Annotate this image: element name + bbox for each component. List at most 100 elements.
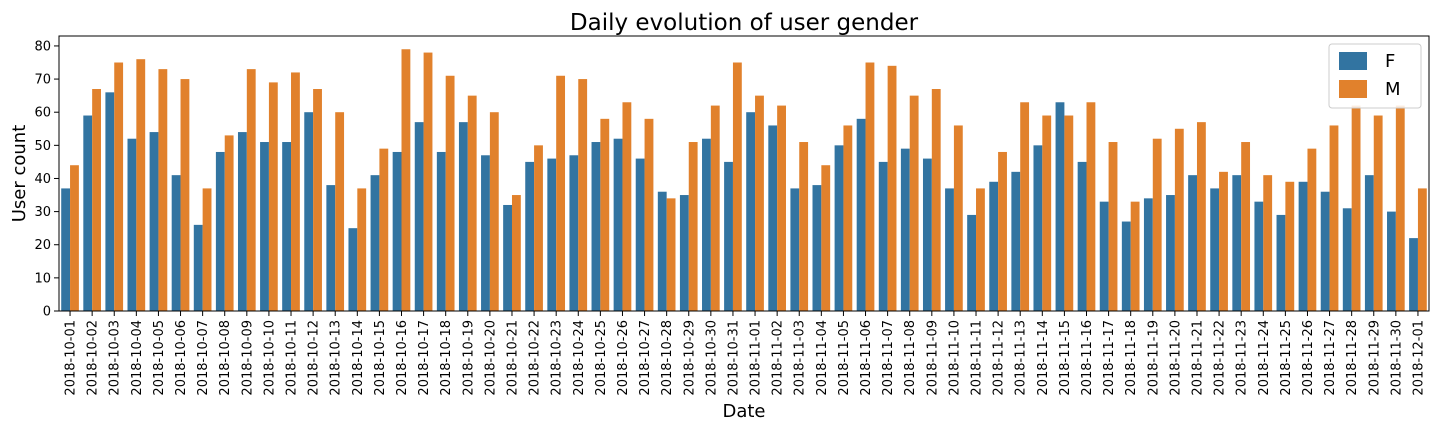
x-tick-label: 2018-10-10: [262, 320, 277, 396]
x-tick-label: 2018-11-27: [1323, 320, 1338, 396]
x-tick-label: 2018-11-20: [1168, 320, 1183, 396]
x-tick-label: 2018-11-01: [749, 320, 764, 396]
bar-M-2018-11-03: [799, 142, 809, 311]
bar-M-2018-11-30: [1395, 105, 1405, 311]
bar-M-2018-10-28: [666, 198, 676, 311]
bar-M-2018-10-25: [600, 118, 610, 311]
bar-F-2018-11-13: [1011, 171, 1021, 311]
bars-group: [61, 49, 1427, 312]
x-tick-label: 2018-11-02: [771, 320, 786, 396]
bar-F-2018-11-29: [1364, 175, 1374, 311]
bar-M-2018-11-15: [1064, 115, 1074, 312]
bar-M-2018-11-22: [1219, 171, 1228, 311]
bar-F-2018-11-03: [790, 188, 800, 311]
bar-M-2018-11-17: [1108, 142, 1118, 311]
bar-M-2018-11-16: [1086, 102, 1096, 312]
bar-M-2018-10-15: [379, 148, 389, 311]
bar-F-2018-11-21: [1188, 175, 1197, 311]
legend-label-F: F: [1385, 51, 1395, 72]
x-tick-label: 2018-11-07: [881, 320, 896, 396]
x-tick-label: 2018-11-08: [903, 320, 918, 396]
bar-M-2018-10-24: [578, 79, 588, 311]
bar-M-2018-11-13: [1020, 102, 1030, 312]
bar-F-2018-10-24: [569, 155, 579, 311]
x-tick-label: 2018-10-28: [660, 320, 675, 396]
bar-M-2018-11-27: [1329, 125, 1339, 312]
x-tick-label: 2018-10-29: [682, 320, 697, 396]
bar-M-2018-10-14: [357, 188, 367, 311]
bar-F-2018-11-08: [900, 148, 910, 311]
bar-M-2018-10-05: [158, 69, 168, 311]
bar-F-2018-11-20: [1166, 195, 1175, 311]
x-tick-label: 2018-10-31: [726, 320, 741, 396]
bar-F-2018-11-17: [1099, 201, 1109, 311]
bar-M-2018-11-28: [1351, 105, 1361, 311]
x-tick-label: 2018-10-25: [594, 320, 609, 396]
bar-M-2018-10-02: [92, 89, 101, 311]
bar-M-2018-11-04: [821, 165, 831, 311]
x-tick-label: 2018-10-17: [417, 320, 432, 396]
bar-F-2018-10-18: [436, 151, 446, 311]
x-tick-label: 2018-11-11: [970, 320, 985, 396]
x-tick-label: 2018-11-12: [992, 320, 1007, 396]
bar-F-2018-11-07: [878, 161, 888, 311]
bar-M-2018-11-02: [777, 105, 786, 311]
legend-label-M: M: [1385, 79, 1401, 100]
bar-M-2018-10-16: [401, 49, 411, 311]
bar-F-2018-10-26: [613, 138, 623, 311]
bar-M-2018-10-29: [688, 142, 698, 311]
x-tick-label: 2018-11-15: [1058, 320, 1073, 396]
bar-M-2018-11-14: [1042, 115, 1052, 312]
bar-F-2018-10-16: [392, 151, 402, 311]
x-tick-label: 2018-10-23: [550, 320, 565, 396]
bar-F-2018-10-25: [591, 142, 601, 311]
bar-M-2018-11-10: [953, 125, 963, 312]
y-axis-title: User count: [9, 125, 30, 223]
x-tick-label: 2018-10-12: [307, 320, 322, 396]
y-axis: 0 10 20 30 40 50 60 70 80: [34, 39, 59, 320]
bar-F-2018-10-07: [193, 224, 203, 311]
bar-F-2018-11-25: [1276, 214, 1286, 311]
x-tick-label: 2018-10-30: [704, 320, 719, 396]
x-tick-label: 2018-10-15: [373, 320, 388, 396]
bar-M-2018-10-01: [70, 165, 79, 311]
x-tick-label: 2018-11-06: [859, 320, 874, 396]
bar-M-2018-10-18: [445, 75, 455, 311]
y-tick-label: 50: [34, 139, 51, 154]
x-tick-label: 2018-11-28: [1345, 320, 1360, 396]
bar-F-2018-11-19: [1143, 198, 1153, 311]
bar-M-2018-10-23: [556, 75, 566, 311]
bar-F-2018-11-22: [1210, 188, 1220, 311]
bar-F-2018-10-14: [348, 228, 358, 311]
bar-F-2018-10-30: [702, 138, 711, 311]
x-tick-label: 2018-11-21: [1190, 320, 1205, 396]
x-tick-label: 2018-11-18: [1124, 320, 1139, 396]
x-tick-label: 2018-10-19: [461, 320, 476, 396]
bar-M-2018-10-11: [291, 72, 300, 311]
bar-F-2018-10-11: [282, 142, 292, 311]
x-tick-label: 2018-12-01: [1411, 320, 1426, 396]
bar-M-2018-11-26: [1307, 148, 1317, 311]
x-tick-label: 2018-10-11: [285, 320, 300, 396]
x-tick-label: 2018-10-08: [218, 320, 233, 396]
legend-swatch-F: [1339, 52, 1367, 70]
bar-M-2018-10-21: [511, 195, 521, 311]
bar-F-2018-10-09: [237, 132, 247, 311]
x-tick-label: 2018-10-26: [616, 320, 631, 396]
bar-F-2018-11-04: [812, 185, 822, 311]
x-tick-label: 2018-11-17: [1102, 320, 1117, 396]
x-tick-label: 2018-10-21: [505, 320, 520, 396]
legend: FM: [1328, 43, 1422, 109]
bar-F-2018-10-15: [370, 175, 380, 311]
x-tick-label: 2018-11-19: [1146, 320, 1161, 396]
y-tick-label: 80: [34, 39, 51, 54]
bar-M-2018-10-17: [423, 52, 433, 311]
x-tick-label: 2018-10-16: [395, 320, 410, 396]
y-tick-label: 10: [34, 271, 51, 286]
x-tick-label: 2018-10-13: [329, 320, 344, 396]
bar-F-2018-10-28: [657, 191, 667, 311]
x-axis: 2018-10-01 2018-10-02 2018-10-03 2018-10-04…: [64, 311, 1426, 396]
bar-M-2018-11-12: [998, 151, 1007, 311]
bar-M-2018-11-06: [865, 62, 875, 312]
bar-M-2018-11-20: [1174, 128, 1184, 311]
